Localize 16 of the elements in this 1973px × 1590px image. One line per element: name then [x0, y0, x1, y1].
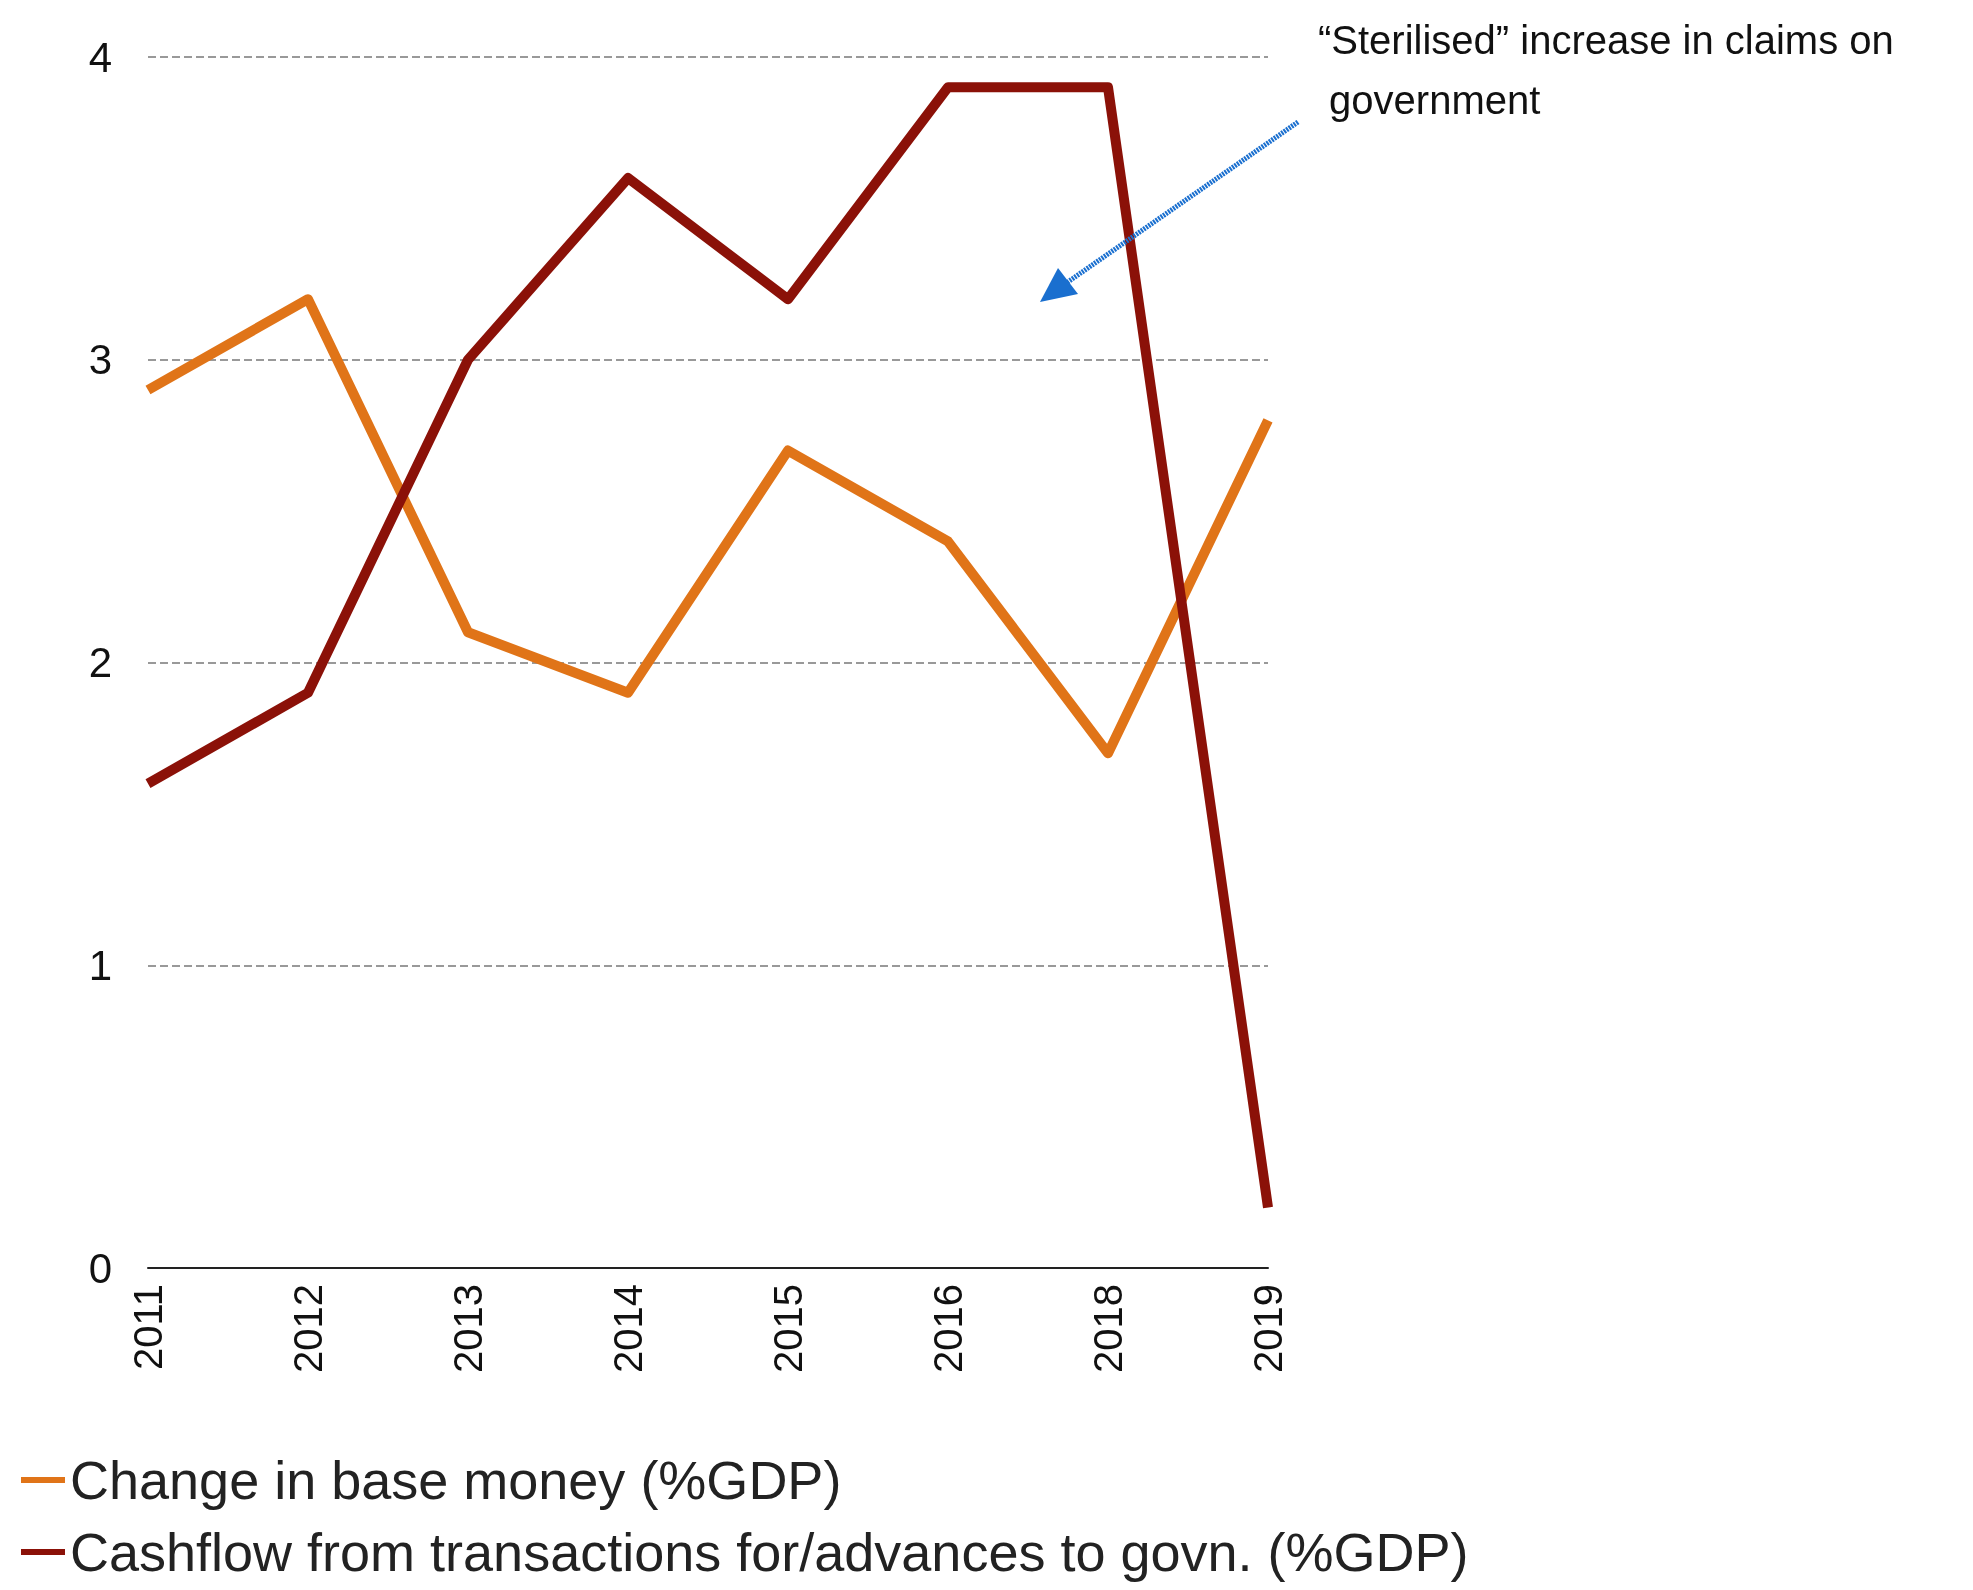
x-tick-label: 2018 [1086, 1284, 1130, 1373]
y-tick-label: 1 [88, 941, 112, 989]
x-tick-label: 2012 [286, 1284, 330, 1373]
text: “Sterilised” increase in claims on government [1318, 18, 1894, 122]
x-tick-label: 2014 [606, 1284, 650, 1373]
y-tick-label: 2 [88, 639, 112, 686]
y-tick-label: 3 [88, 336, 112, 384]
y-tick-label: 4 [88, 33, 112, 81]
x-tick-label: 2011 [126, 1284, 170, 1371]
x-tick-label: 2016 [926, 1284, 970, 1373]
legend-label: Change in base money (%GDP) [70, 1450, 842, 1510]
legend-label: Cashflow from transactions for/advances to govn. (%GDP) [70, 1522, 1469, 1582]
x-tick-label: 2013 [446, 1284, 490, 1373]
y-tick-label: 0 [88, 1244, 112, 1292]
x-tick-label: 2015 [766, 1284, 810, 1373]
x-tick-label: 2019 [1246, 1284, 1290, 1373]
